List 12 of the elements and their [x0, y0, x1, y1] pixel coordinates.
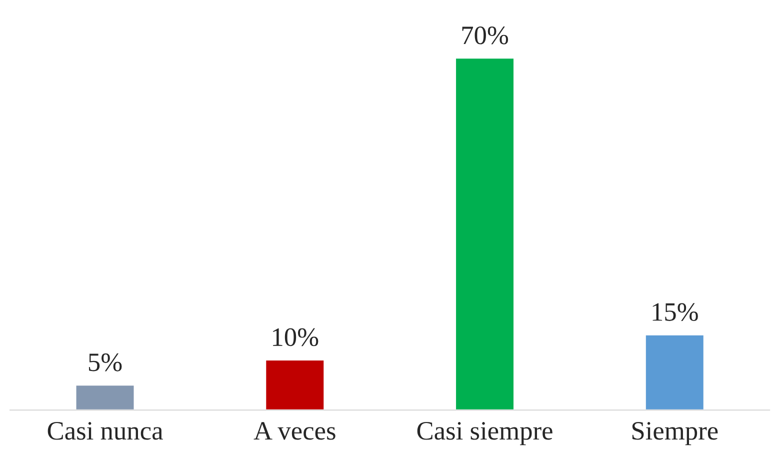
data-label: 5%: [88, 353, 122, 372]
bar: [454, 57, 515, 410]
data-label: 10%: [273, 328, 318, 346]
x-tick-label: A veces: [254, 422, 336, 440]
bar: [644, 334, 705, 410]
bar: [74, 384, 136, 410]
bar: [264, 359, 326, 410]
x-tick-label: Casi siempre: [417, 422, 552, 446]
data-label: 70%: [462, 26, 508, 44]
x-tick-label: Siempre: [632, 422, 718, 446]
x-tick-label: Casi nunca: [48, 422, 163, 440]
data-label: 15%: [652, 303, 698, 322]
